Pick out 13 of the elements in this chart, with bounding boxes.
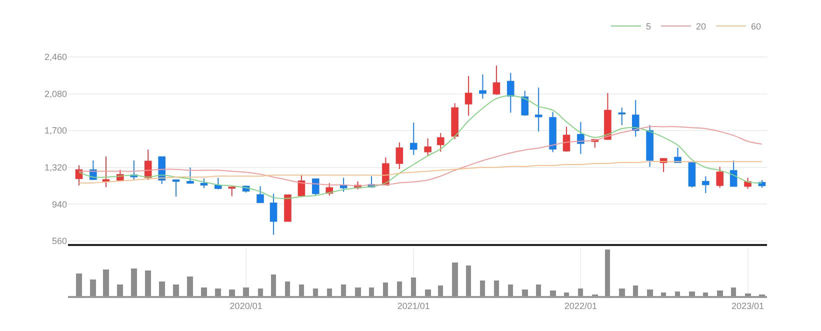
legend-label: 60 [751,22,762,32]
legend-label: 20 [696,22,706,32]
x-tick-label: 2023/01 [731,300,764,311]
y-tick-label: 1,700 [44,126,67,136]
y-tick-label: 940 [52,199,67,210]
y-tick-label: 1,320 [44,162,67,173]
y-tick-label: 2,460 [44,52,67,62]
x-tick-label: 2022/01 [564,300,597,311]
legend-label: 5 [646,22,652,32]
y-tick-label: 560 [52,236,67,246]
x-tick-label: 2021/01 [397,300,430,311]
y-tick-label: 2,080 [44,88,67,99]
x-tick-label: 2020/01 [230,300,262,311]
